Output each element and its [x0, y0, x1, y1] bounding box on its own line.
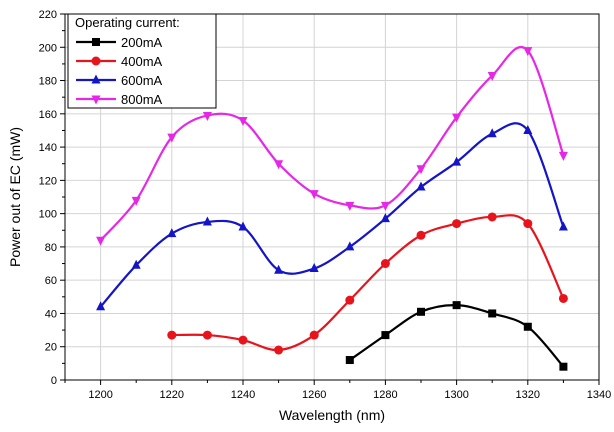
- data-point-600mA: [416, 181, 426, 191]
- data-point-200mA: [345, 356, 354, 365]
- y-tick-label: 120: [39, 175, 57, 187]
- y-tick-label: 100: [39, 209, 57, 221]
- data-point-800mA: [309, 190, 319, 200]
- series-200mA: [345, 301, 568, 371]
- legend-label-200mA: 200mA: [121, 35, 163, 50]
- data-point-400mA: [345, 295, 355, 305]
- series-600mA: [96, 122, 568, 311]
- data-point-800mA: [487, 72, 497, 82]
- data-point-600mA: [131, 259, 141, 269]
- x-tick-label: 1340: [587, 389, 611, 401]
- y-tick-label: 160: [39, 109, 57, 121]
- data-point-800mA: [274, 160, 284, 170]
- legend-title: Operating current:: [75, 15, 180, 30]
- data-point-200mA: [452, 301, 461, 310]
- y-tick-label: 140: [39, 142, 57, 154]
- y-tick-label: 0: [51, 375, 57, 387]
- data-point-600mA: [558, 221, 568, 231]
- data-point-800mA: [416, 165, 426, 175]
- y-tick-label: 80: [45, 242, 57, 254]
- y-tick-label: 180: [39, 76, 57, 88]
- legend-label-600mA: 600mA: [121, 73, 163, 88]
- data-point-200mA: [417, 307, 425, 316]
- y-tick-label: 60: [45, 275, 57, 287]
- series-400mA: [167, 212, 568, 355]
- x-tick-label: 1220: [160, 389, 184, 401]
- data-point-600mA: [380, 213, 390, 223]
- data-point-600mA: [238, 221, 248, 231]
- data-point-400mA: [238, 335, 248, 345]
- data-point-800mA: [523, 47, 533, 57]
- data-point-400mA: [309, 330, 319, 340]
- data-point-600mA: [487, 128, 497, 138]
- data-point-400mA: [416, 230, 426, 240]
- data-point-200mA: [559, 362, 568, 371]
- data-point-600mA: [96, 301, 106, 311]
- x-tick-label: 1320: [516, 389, 540, 401]
- data-point-400mA: [452, 219, 462, 229]
- x-tick-label: 1280: [373, 389, 397, 401]
- data-point-400mA: [487, 212, 497, 222]
- legend-marker-800mA: [91, 95, 101, 105]
- x-tick-label: 1200: [88, 389, 112, 401]
- data-point-800mA: [131, 196, 141, 206]
- data-point-600mA: [167, 228, 177, 238]
- legend-marker-400mA: [91, 56, 101, 66]
- data-point-200mA: [381, 331, 390, 340]
- legend: Operating current: 200mA 400mA 600mA 800mA: [67, 13, 217, 109]
- x-tick-label: 1260: [302, 389, 326, 401]
- y-tick-label: 40: [45, 308, 57, 320]
- data-point-800mA: [96, 236, 106, 246]
- data-point-800mA: [167, 133, 177, 143]
- x-axis-title: Wavelength (nm): [279, 407, 385, 423]
- data-point-400mA: [380, 259, 390, 269]
- data-point-400mA: [167, 330, 177, 340]
- data-point-800mA: [202, 111, 212, 121]
- y-tick-label: 220: [39, 9, 57, 21]
- data-point-600mA: [345, 241, 355, 251]
- data-point-600mA: [309, 263, 319, 273]
- legend-label-800mA: 800mA: [121, 92, 163, 107]
- y-tick-label: 200: [39, 42, 57, 54]
- axes: 1200 1220 1240 1260 1280 1300 1320 1340 0 20 40 60 8…: [39, 9, 612, 401]
- legend-marker-200mA: [92, 38, 100, 46]
- data-point-400mA: [523, 219, 533, 229]
- data-point-400mA: [202, 330, 212, 340]
- y-axis-title: Power out of EC (mW): [7, 127, 23, 267]
- data-point-600mA: [523, 124, 533, 134]
- data-point-800mA: [345, 201, 355, 211]
- x-tick-label: 1240: [231, 389, 255, 401]
- data-point-400mA: [558, 293, 568, 303]
- legend-label-400mA: 400mA: [121, 54, 163, 69]
- legend-marker-600mA: [91, 74, 101, 84]
- data-point-600mA: [274, 264, 284, 274]
- data-point-200mA: [523, 322, 532, 331]
- y-tick-label: 20: [45, 342, 57, 354]
- data-point-800mA: [558, 151, 568, 161]
- x-tick-label: 1300: [444, 389, 468, 401]
- data-point-400mA: [274, 345, 284, 355]
- series-layer: [96, 46, 568, 371]
- data-point-200mA: [488, 309, 497, 318]
- series-800mA: [96, 46, 568, 246]
- data-point-800mA: [238, 116, 248, 126]
- data-point-800mA: [380, 201, 390, 211]
- data-point-600mA: [202, 216, 212, 226]
- data-point-600mA: [452, 156, 462, 166]
- data-point-800mA: [452, 113, 462, 123]
